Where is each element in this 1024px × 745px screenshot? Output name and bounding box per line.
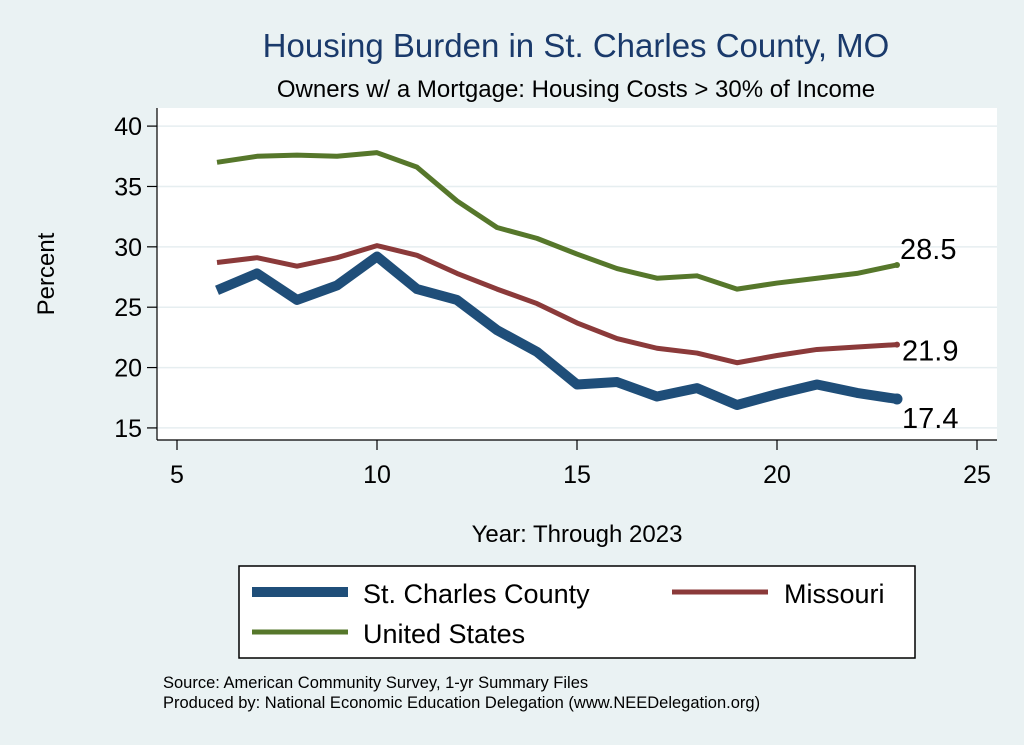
end-label-missouri: 21.9 [902, 336, 958, 368]
series-lines [215, 150, 898, 410]
end-label-st-charles-county: 17.4 [902, 403, 958, 435]
series-line-united-states [216, 150, 898, 292]
source-note: Source: American Community Survey, 1-yr … [163, 674, 588, 692]
x-tick-label-10: 10 [363, 461, 391, 489]
series-line-missouri [216, 243, 898, 366]
legend-label-missouri: Missouri [784, 579, 885, 609]
y-axis-title: Percent [33, 232, 60, 315]
chart-subtitle: Owners w/ a Mortgage: Housing Costs > 30… [277, 76, 875, 103]
series-line-st-charles-county [215, 251, 898, 410]
end-label-united-states: 28.5 [900, 234, 956, 266]
y-tick-label-35: 35 [114, 173, 142, 201]
x-tick-label-20: 20 [763, 461, 791, 489]
end-point-united-states [894, 261, 900, 268]
x-tick-label-15: 15 [563, 461, 591, 489]
legend-label-united-states: United States [363, 619, 525, 649]
x-tick-label-25: 25 [963, 461, 991, 489]
y-tick-label-40: 40 [114, 113, 142, 141]
legend-label-st-charles-county: St. Charles County [363, 579, 590, 609]
end-point-st-charles-county [891, 393, 903, 405]
legend-box [238, 565, 916, 659]
x-axis-ticks: 5 10 15 20 25 [170, 440, 991, 489]
gridlines [157, 125, 997, 429]
x-tick-label-5: 5 [170, 461, 184, 489]
y-axis-ticks: 15 20 25 30 35 40 [114, 113, 157, 443]
y-tick-label-30: 30 [114, 234, 142, 262]
y-tick-label-25: 25 [114, 294, 142, 322]
chart-title: Housing Burden in St. Charles County, MO [263, 27, 890, 64]
producer-note: Produced by: National Economic Education… [163, 694, 760, 712]
end-labels: 28.5 21.9 17.4 [891, 234, 958, 435]
y-tick-label-15: 15 [114, 415, 142, 443]
y-tick-label-20: 20 [114, 355, 142, 383]
legend: St. Charles County Missouri United State… [238, 565, 916, 659]
end-point-missouri [894, 341, 900, 348]
x-axis-title: Year: Through 2023 [472, 521, 683, 548]
